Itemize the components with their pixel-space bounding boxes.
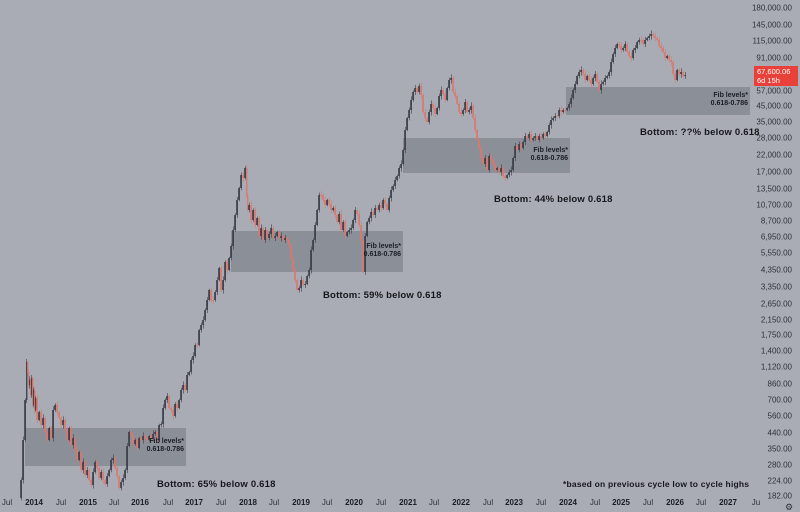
x-axis-tick-label: Jul (642, 498, 654, 507)
x-axis-tick-label: 2015 (79, 498, 97, 507)
y-axis-tick-label: 5,550.00 (760, 248, 792, 258)
x-axis-tick-label: 2014 (25, 498, 43, 507)
price-series (20, 30, 686, 501)
fib-box-label: Fib levels* 0.618-0.786 (146, 438, 184, 453)
y-axis-tick-label: 1,750.00 (760, 330, 792, 340)
y-axis-tick-label: 440.00 (767, 428, 792, 438)
current-price-tag: 67,600.06 6d 15h (754, 66, 798, 86)
y-axis-tick-label: 8,700.00 (760, 216, 792, 226)
x-axis-tick-label: Jul (108, 498, 120, 507)
x-axis-tick-label: 2017 (185, 498, 203, 507)
fib-box-layer (25, 87, 750, 466)
y-axis-tick-label: 2,650.00 (760, 299, 792, 309)
y-axis-tick-label: 224.00 (767, 476, 792, 486)
y-axis-tick-label: 560.00 (767, 411, 792, 421)
x-axis-tick-label: 2022 (452, 498, 470, 507)
x-axis-tick-label: 2020 (345, 498, 363, 507)
fib-box-label: Fib levels* 0.618-0.786 (363, 242, 401, 258)
y-axis-tick-label: 350.00 (767, 444, 792, 454)
y-axis-tick-label: 145,000.00 (751, 20, 792, 30)
y-axis-tick-label: 10,700.00 (756, 200, 792, 210)
y-axis-tick-label: 182.00 (767, 491, 792, 501)
chart-annotation: Bottom: 65% below 0.618 (157, 479, 276, 490)
chart-annotation: Bottom: 59% below 0.618 (323, 290, 442, 301)
x-axis-tick-label: Jul (1, 498, 13, 507)
settings-gear-icon[interactable]: ⚙ (784, 502, 794, 512)
y-axis-tick-label: 860.00 (767, 379, 792, 389)
y-axis-tick-label: 115,000.00 (752, 36, 792, 46)
x-axis-tick-label: 2018 (239, 498, 257, 507)
y-axis-tick-label: 1,120.00 (760, 362, 792, 372)
x-axis-tick-label: Jul (589, 498, 601, 507)
y-axis-tick-label: 180,000.00 (751, 3, 792, 13)
x-axis-tick-label: Jul (321, 498, 333, 507)
x-axis-tick-label: 2025 (612, 498, 630, 507)
y-axis-tick-label: 45,000.00 (756, 101, 792, 111)
x-axis-tick-label: Jul (375, 498, 387, 507)
x-axis-tick-label: Jul (482, 498, 494, 507)
x-axis-tick-label: Jul (55, 498, 67, 507)
fib-box[interactable] (566, 87, 750, 115)
chart-annotation: Bottom: ??% below 0.618 (640, 127, 760, 138)
chart-annotation: Bottom: 44% below 0.618 (494, 194, 613, 205)
fib-box-label: Fib levels* 0.618-0.786 (530, 146, 568, 162)
x-axis-tick-label: 2016 (131, 498, 149, 507)
y-axis-tick-label: 3,350.00 (760, 282, 792, 292)
x-axis-tick-label: 2021 (399, 498, 417, 507)
x-axis-tick-label: 2019 (292, 498, 310, 507)
x-axis-tick-label: Jul (428, 498, 440, 507)
x-axis-tick-label: 2023 (505, 498, 523, 507)
y-axis-tick-label: 1,400.00 (760, 346, 792, 356)
y-axis-tick-label: 4,350.00 (760, 265, 792, 275)
bar-countdown: 6d 15h (757, 76, 780, 85)
fib-box-label: Fib levels* 0.618-0.786 (710, 92, 748, 107)
x-axis-tick-label: 2024 (559, 498, 577, 507)
y-axis-tick-label: 28,000.00 (756, 133, 792, 143)
chart-annotation: *based on previous cycle low to cycle hi… (563, 479, 750, 489)
x-axis-tick-label: 2026 (666, 498, 684, 507)
y-axis-tick-label: 6,950.00 (760, 232, 792, 242)
y-axis-tick-label: 91,000.00 (756, 53, 792, 63)
x-axis-tick-label: Jul (535, 498, 547, 507)
x-axis-tick-label: Ju (751, 498, 761, 507)
y-axis-tick-label: 17,000.00 (756, 167, 792, 177)
x-axis-tick-label: Jul (268, 498, 280, 507)
x-axis-tick-label: Jul (162, 498, 174, 507)
y-axis-tick-label: 280.00 (767, 460, 792, 470)
x-axis-tick-label: Jul (695, 498, 707, 507)
y-axis-tick-label: 700.00 (767, 395, 792, 405)
y-axis-tick-label: 35,000.00 (756, 117, 792, 127)
current-price-value: 67,600.06 (757, 67, 791, 76)
x-axis-tick-label: 2027 (719, 498, 737, 507)
y-axis-tick-label: 13,500.00 (756, 184, 792, 194)
x-axis-tick-label: Jul (215, 498, 227, 507)
y-axis-tick-label: 2,150.00 (760, 315, 792, 325)
y-axis-tick-label: 22,000.00 (756, 150, 792, 160)
y-axis-tick-label: 57,000.00 (756, 86, 792, 96)
